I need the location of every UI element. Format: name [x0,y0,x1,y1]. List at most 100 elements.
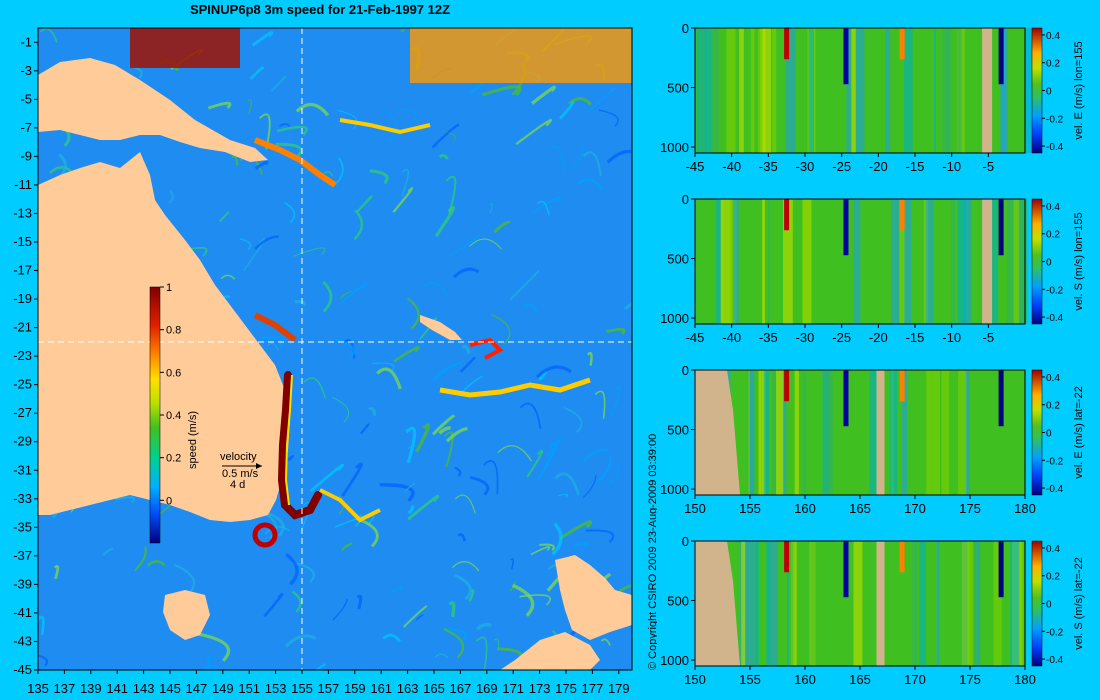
section-label: vel. S (m/s) lat=-22 [1073,557,1085,650]
texture-swirl [585,529,615,543]
texture-swirl [497,445,532,462]
section-streak [715,199,721,324]
map-y-tick-label: -39 [13,576,32,591]
texture-swirl [371,362,395,373]
section-x-tick-label: -40 [722,159,741,174]
map-y-tick-label: -5 [20,91,32,106]
texture-swirl [198,632,230,662]
texture-swirl [38,615,45,635]
texture-swirl [594,390,606,419]
texture-swirl [337,109,358,130]
section-streak [749,541,755,666]
map-y-tick-label: -45 [13,662,32,677]
section-colorbar-tick-label: 0.2 [1046,59,1060,70]
texture-swirl [251,31,274,47]
section-streak [869,370,879,495]
texture-swirl [445,175,457,214]
texture-swirl [356,594,363,610]
texture-swirl [266,511,285,538]
section-colorbar-tick-label: -0.4 [1046,484,1064,495]
texture-swirl [114,496,135,504]
map-x-tick-label: 139 [80,681,102,696]
australia-land [38,152,290,522]
section-streak [783,199,793,324]
section-colorbar-tick-label: -0.4 [1046,655,1064,666]
texture-swirl [489,203,493,214]
section-colorbar-tick-label: 0 [1046,87,1052,98]
section-label: vel. S (m/s) lon=155 [1073,212,1085,310]
colorbar-tick-label: 0.6 [166,367,181,379]
copyright-text: © Copyright CSIRO 2009 23-Aug-2009 03:39… [647,434,657,670]
texture-swirl [539,543,555,551]
texture-swirl [475,636,488,670]
section-streak [776,370,784,495]
map-y-tick-label: -11 [14,177,32,192]
section-streak [758,370,762,495]
texture-swirl [608,461,620,486]
section-x-tick-label: -35 [759,159,778,174]
map-x-tick-label: 173 [529,681,551,696]
section-x-tick-label: -30 [796,159,815,174]
section-streak [967,541,974,666]
texture-swirl [459,356,476,373]
texture-swirl [407,505,415,515]
section-colorbar-tick-label: -0.2 [1046,285,1064,296]
section-land [982,28,993,153]
texture-swirl [276,125,308,136]
section-streak [770,541,778,666]
map-y-tick-label: -41 [13,605,32,620]
colorbar-tick-label: 0.4 [166,410,181,422]
section-x-tick-label: 170 [904,501,926,516]
texture-swirl [453,573,472,601]
texture-swirl [168,190,174,204]
section-streak [758,28,764,153]
texture-swirl [576,178,604,192]
texture-swirl [493,220,511,234]
texture-swirl [509,270,540,301]
map-x-tick-label: 167 [450,681,472,696]
texture-swirl [146,560,166,567]
texture-swirl [519,594,551,606]
texture-swirl [323,171,334,177]
section-core [784,199,790,231]
texture-swirl [396,108,418,122]
map-y-tick-label: -37 [13,548,32,563]
texture-swirl [582,151,602,176]
texture-swirl [606,327,626,336]
map-y-tick-label: -23 [13,348,32,363]
texture-swirl [400,28,406,33]
north-jet-2 [339,118,431,135]
section-core [843,28,849,85]
texture-swirl [134,546,147,572]
section-streak [904,28,913,153]
section-streak [958,370,967,495]
section-streak [792,541,797,666]
texture-swirl [519,402,542,429]
section-streak [926,370,933,495]
section-x-tick-label: 155 [739,672,761,687]
texture-swirl [434,205,456,238]
texture-swirl [623,301,632,311]
section-streak [972,541,981,666]
texture-swirl [469,238,502,250]
texture-swirl [438,426,451,435]
section-core [784,28,790,60]
map-y-tick-label: -29 [13,434,32,449]
texture-swirl [451,561,480,572]
section-streak [911,541,918,666]
section-core [843,370,849,427]
section-streak [768,199,771,324]
texture-swirl [270,75,287,92]
section-streak [1001,28,1008,153]
texture-swirl [402,605,428,628]
texture-swirl [341,462,363,497]
section-colorbar-tick-label: 0.4 [1046,544,1060,555]
texture-swirl [530,546,551,556]
tasman-front [319,488,381,523]
section-x-tick-label: -15 [906,330,925,345]
colorbar-tick-label: 0.8 [166,325,181,337]
speed-map: 135 137 139 141 143 145 147 149 151 153 155 157 159 1… [13,27,633,696]
texture-swirl [295,102,330,117]
texture-swirl [339,290,352,299]
texture-swirl [547,145,565,174]
